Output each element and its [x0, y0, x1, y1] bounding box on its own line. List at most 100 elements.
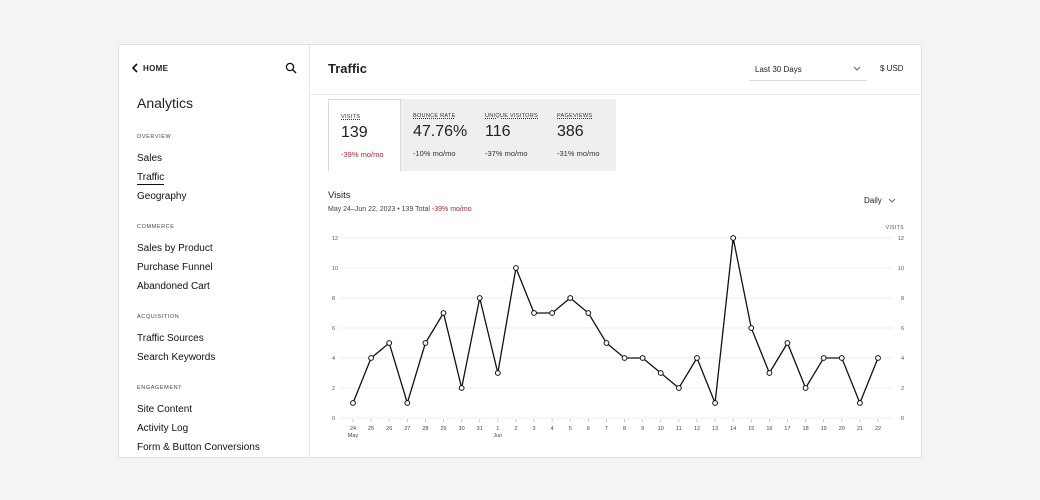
x-tick-label: 1	[496, 426, 499, 432]
data-point	[494, 370, 501, 376]
x-tick-label: 22	[875, 426, 881, 432]
sidebar-item-traffic-sources[interactable]: Traffic Sources	[137, 333, 204, 344]
data-point	[368, 355, 375, 361]
chart-subtitle-range: May 24–Jun 22, 2023 • 139 Total	[328, 206, 430, 213]
data-point	[621, 355, 628, 361]
main-panel: Traffic Last 30 Days $ USD VISITS 139 -3…	[310, 45, 921, 457]
analytics-window: HOME Analytics OVERVIEW Sales Traffic Ge…	[118, 44, 922, 458]
metric-label: VISITS	[341, 114, 361, 120]
series-line	[352, 237, 879, 406]
data-point	[657, 370, 664, 376]
x-tick-label: 10	[658, 426, 664, 432]
home-link[interactable]: HOME	[131, 63, 168, 73]
sidebar-item-purchase-funnel[interactable]: Purchase Funnel	[137, 262, 213, 273]
data-point	[694, 355, 700, 361]
y-tick-label-left: 12	[332, 236, 338, 242]
metric-tab-pageviews[interactable]: PAGEVIEWS 386 -31% mo/mo	[545, 99, 616, 171]
date-range-select[interactable]: Last 30 Days	[749, 60, 867, 81]
metric-value: 139	[341, 124, 368, 141]
section-label-overview: OVERVIEW	[137, 134, 172, 140]
y-tick-label-right: 2	[901, 386, 904, 392]
metric-label: UNIQUE VISITORS	[485, 113, 538, 119]
chart-subtitle: May 24–Jun 22, 2023 • 139 Total -39% mo/…	[328, 206, 472, 213]
sidebar-item-traffic[interactable]: Traffic	[137, 172, 165, 185]
interval-value: Daily	[864, 196, 882, 205]
sidebar-item-activity-log[interactable]: Activity Log	[137, 423, 189, 434]
page-title: Traffic	[328, 61, 368, 76]
x-tick-label: 24	[350, 426, 356, 432]
sidebar-item-search-keywords[interactable]: Search Keywords	[137, 352, 216, 363]
metrics-tabs: VISITS 139 -39% mo/mo BOUNCE RATE 47.76%…	[328, 99, 616, 171]
metric-value: 47.76%	[413, 123, 468, 140]
chart-subtitle-change: -39% mo/mo	[431, 206, 472, 213]
x-tick-label: 31	[477, 426, 483, 432]
data-point	[748, 325, 755, 331]
data-point	[531, 310, 537, 316]
metric-tab-visits[interactable]: VISITS 139 -39% mo/mo	[328, 99, 401, 171]
x-tick-label: 13	[712, 426, 718, 432]
metric-value: 116	[485, 123, 511, 140]
sidebar-item-form-button-conversions[interactable]: Form & Button Conversions	[137, 442, 260, 453]
data-point	[730, 235, 737, 241]
data-point	[476, 295, 483, 301]
x-tick-label: 12	[694, 426, 700, 432]
y-tick-label-right: 0	[901, 416, 904, 422]
data-point	[567, 295, 574, 301]
x-tick-label: 8	[623, 426, 626, 432]
data-point	[513, 265, 519, 271]
metric-tab-bounce-rate[interactable]: BOUNCE RATE 47.76% -10% mo/mo	[401, 99, 473, 171]
interval-select[interactable]: Daily	[864, 196, 896, 205]
data-point	[820, 355, 827, 361]
x-tick-label: 11	[676, 426, 682, 432]
x-tick-label: 25	[368, 426, 374, 432]
x-tick-label: 19	[821, 426, 827, 432]
sidebar-item-sales[interactable]: Sales	[137, 153, 163, 164]
metric-change: -39% mo/mo	[341, 150, 384, 159]
section-label-engagement: ENGAGEMENT	[137, 385, 183, 391]
x-month-label: Jun	[493, 433, 502, 439]
chevron-down-icon	[853, 66, 861, 71]
x-tick-label: 18	[803, 426, 809, 432]
x-month-label: May	[348, 433, 359, 439]
y-tick-label-left: 6	[332, 326, 335, 332]
y-tick-label-right: 12	[898, 236, 904, 242]
x-tick-label: 15	[748, 426, 754, 432]
x-tick-label: 5	[569, 426, 572, 432]
data-point	[440, 310, 447, 316]
sidebar-item-site-content[interactable]: Site Content	[137, 404, 193, 415]
x-tick-label: 26	[386, 426, 392, 432]
x-tick-label: 21	[857, 426, 863, 432]
x-tick-label: 16	[766, 426, 772, 432]
y-tick-label-left: 10	[332, 266, 338, 272]
sidebar-item-geography[interactable]: Geography	[137, 191, 187, 202]
chart-title: Visits	[328, 190, 351, 201]
data-point	[458, 385, 465, 391]
x-tick-label: 20	[839, 426, 845, 432]
x-tick-label: 30	[459, 426, 465, 432]
currency-select[interactable]: $ USD	[880, 64, 904, 73]
y-tick-label-left: 0	[332, 416, 335, 422]
section-label-commerce: COMMERCE	[137, 224, 175, 230]
metric-tab-unique-visitors[interactable]: UNIQUE VISITORS 116 -37% mo/mo	[473, 99, 545, 171]
data-point	[386, 340, 393, 346]
metric-label: BOUNCE RATE	[413, 113, 456, 119]
y-tick-label-right: 4	[901, 356, 904, 362]
sidebar-item-abandoned-cart[interactable]: Abandoned Cart	[137, 281, 210, 292]
metric-change: -10% mo/mo	[413, 149, 456, 158]
x-tick-label: 14	[730, 426, 736, 432]
search-icon[interactable]	[285, 62, 297, 74]
x-tick-label: 4	[551, 426, 554, 432]
metric-change: -31% mo/mo	[557, 149, 600, 158]
top-bar: Traffic Last 30 Days $ USD	[310, 45, 921, 95]
date-range-value: Last 30 Days	[755, 65, 802, 74]
data-point	[350, 400, 356, 406]
metric-value: 386	[557, 123, 584, 140]
x-tick-label: 9	[641, 426, 644, 432]
x-tick-label: 3	[533, 426, 536, 432]
data-point	[766, 370, 773, 376]
sidebar-item-sales-by-product[interactable]: Sales by Product	[137, 243, 213, 254]
section-label-acquisition: ACQUISITION	[137, 314, 180, 320]
data-point	[675, 385, 682, 391]
metric-label: PAGEVIEWS	[557, 113, 593, 119]
